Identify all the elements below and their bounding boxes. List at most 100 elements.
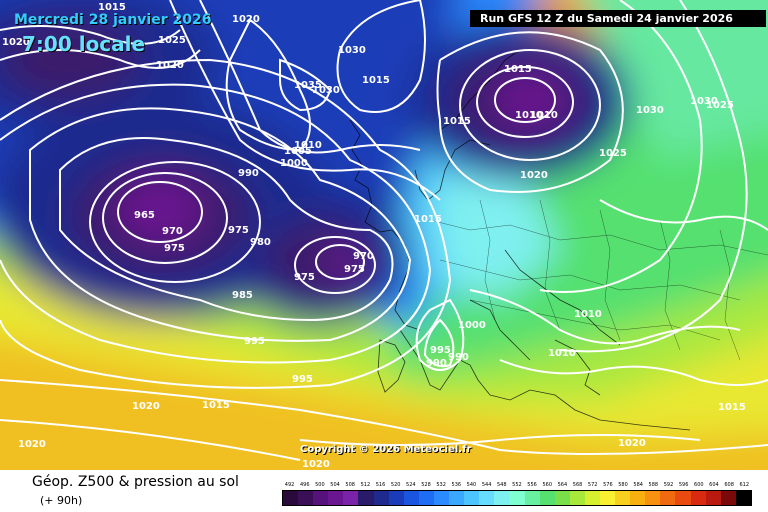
isobar-label: 1020	[232, 14, 260, 25]
weather-map: 1020 1015 1025 1020 1020 1030 1015 1035 …	[0, 0, 768, 470]
scale-swatch	[539, 491, 555, 505]
scale-value: 524	[406, 482, 416, 488]
isobar-label: 1010	[515, 110, 543, 121]
scale-swatch	[554, 491, 570, 505]
scale-swatch	[298, 491, 314, 505]
scale-value: 500	[315, 482, 325, 488]
scale-value: 536	[451, 482, 462, 488]
isobar-label: 1025	[706, 100, 734, 111]
scale-swatch	[373, 491, 389, 505]
scale-value: 580	[618, 482, 628, 488]
isobar-label: 1020	[156, 60, 184, 71]
scale-swatch	[675, 491, 691, 505]
isobar-label: 1000	[458, 320, 486, 331]
scale-value: 496	[299, 482, 310, 488]
isobar-label: 990	[426, 358, 447, 369]
forecast-range: (+ 90h)	[40, 494, 83, 507]
scale-value: 604	[709, 482, 719, 488]
isobar-label: 975	[164, 243, 185, 254]
isobar-label: 1030	[690, 96, 718, 107]
isobar-label: 1020	[132, 401, 160, 412]
isobar-label: 1000	[280, 158, 308, 169]
scale-value: 512	[360, 482, 371, 488]
scale-value: 556	[527, 482, 537, 488]
scale-value: 588	[648, 482, 659, 488]
isobar-label: 1015	[362, 75, 390, 86]
scale-value: 560	[542, 482, 552, 488]
color-scale-swatches	[282, 490, 752, 506]
scale-value: 568	[572, 482, 583, 488]
scale-value: 608	[724, 482, 734, 488]
isobar-label: 1020	[18, 439, 46, 450]
isobar-label: 1015	[414, 214, 442, 225]
scale-swatch	[599, 491, 616, 505]
scale-swatch	[343, 491, 359, 505]
scale-swatch	[418, 491, 434, 505]
scale-value: 564	[557, 482, 568, 488]
model-run-info: Run GFS 12 Z du Samedi 24 janvier 2026	[470, 10, 766, 27]
scale-value: 552	[512, 482, 522, 488]
scale-swatch	[509, 491, 525, 505]
isobar-label: 1015	[443, 116, 471, 127]
isobar-label: 1010	[548, 348, 576, 359]
geopotential-field	[0, 0, 768, 470]
copyright-text: Copyright © 2026 Meteociel.fr	[300, 444, 472, 455]
scale-swatch	[449, 491, 465, 505]
scale-value: 548	[496, 482, 507, 488]
scale-swatch	[433, 491, 450, 505]
forecast-time: 7:00 locale	[22, 32, 146, 56]
isobars	[0, 0, 768, 460]
scale-swatch	[388, 491, 404, 505]
isobar-label: 975	[294, 272, 315, 283]
isobar-label: 995	[244, 336, 265, 347]
scale-swatch	[403, 491, 419, 505]
isobar-label: 1030	[636, 105, 664, 116]
scale-value: 584	[633, 482, 643, 488]
scale-swatch	[283, 491, 299, 505]
scale-value: 596	[678, 482, 689, 488]
scale-value: 600	[694, 482, 704, 488]
scale-swatch	[479, 491, 495, 505]
isobar-label: 1010	[530, 110, 558, 121]
scale-swatch	[660, 491, 676, 505]
isobar-label: 990	[238, 168, 259, 179]
isobar-label: 1015	[98, 2, 126, 13]
scale-swatch	[615, 491, 631, 505]
scale-swatch	[494, 491, 510, 505]
scale-value: 572	[587, 482, 598, 488]
isobar-label: 1030	[312, 85, 340, 96]
scale-swatch	[358, 491, 374, 505]
scale-swatch	[645, 491, 661, 505]
isobar-label: 1020	[520, 170, 548, 181]
scale-value: 532	[436, 482, 446, 488]
scale-swatch	[569, 491, 585, 505]
scale-swatch	[328, 491, 344, 505]
scale-value: 592	[663, 482, 674, 488]
scale-value: 516	[375, 482, 386, 488]
isobar-label: 1020	[618, 438, 646, 449]
isobar-label: 995	[430, 345, 451, 356]
isobar-label: 975	[344, 264, 365, 275]
scale-swatch	[630, 491, 646, 505]
isobar-label: 990	[448, 352, 469, 363]
forecast-date: Mercredi 28 janvier 2026	[14, 12, 212, 28]
isobar-label: 1025	[158, 35, 186, 46]
scale-value: 544	[481, 482, 492, 488]
scale-value: 508	[345, 482, 355, 488]
isobar-label: 1025	[599, 148, 627, 159]
isobar-labels: 1020 1015 1025 1020 1020 1030 1015 1035 …	[2, 2, 746, 470]
scale-value: 528	[421, 482, 431, 488]
isobar-label: 995	[292, 374, 313, 385]
isobar-label: 965	[134, 210, 155, 221]
isobar-label: 1035	[294, 80, 322, 91]
scale-swatch	[720, 491, 736, 505]
isobar-label: 985	[232, 290, 253, 301]
scale-swatch	[464, 491, 480, 505]
isobar-label: 1005	[284, 146, 312, 157]
legend-footer: Géop. Z500 & pression au sol (+ 90h) 492…	[0, 470, 768, 512]
color-scale: 492 496 500 504 508 512 516 520 524 528 532 536 540 5…	[282, 480, 752, 506]
scale-swatch	[735, 491, 751, 505]
scale-swatch	[584, 491, 600, 505]
isobar-label: 970	[353, 251, 374, 262]
isobar-label: 1010	[574, 309, 602, 320]
